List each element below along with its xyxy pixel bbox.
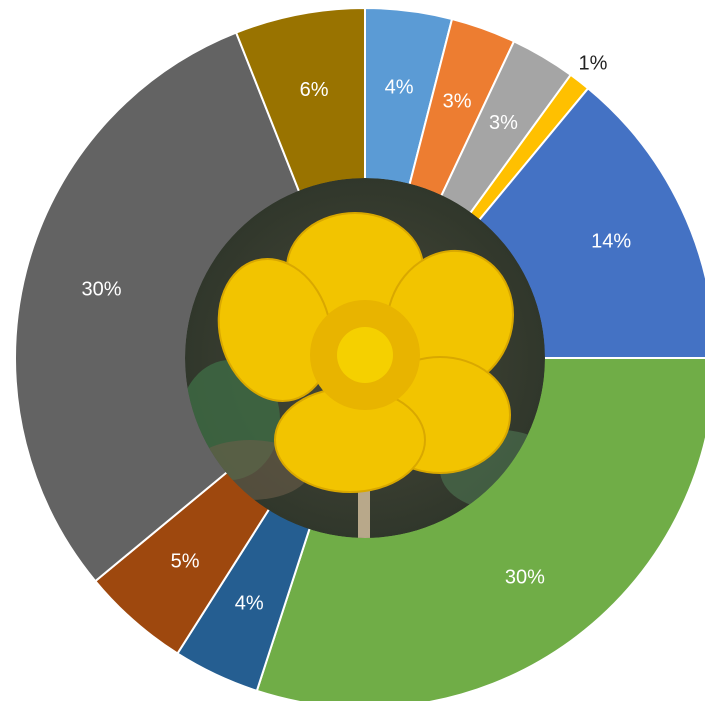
- data-label: 3%: [443, 90, 472, 112]
- data-label: 6%: [300, 79, 329, 101]
- data-label: 5%: [171, 550, 200, 572]
- data-label: 30%: [505, 566, 545, 588]
- slice: [14, 31, 367, 583]
- data-label: 4%: [385, 76, 414, 98]
- data-label: 4%: [235, 592, 264, 614]
- center-photo: [185, 178, 545, 538]
- data-label: 14%: [591, 230, 631, 252]
- data-label: 1%: [579, 52, 608, 74]
- data-label: 3%: [489, 112, 518, 134]
- data-label: 30%: [82, 279, 122, 301]
